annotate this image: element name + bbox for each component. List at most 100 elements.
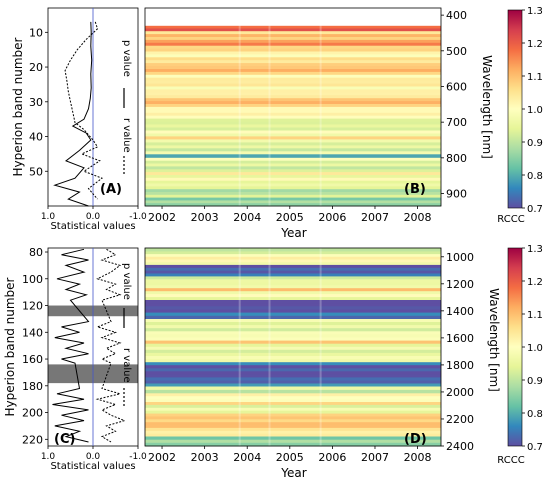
heatmap-row: [145, 422, 441, 426]
heatmap-row: [145, 383, 441, 387]
heatmap-row: [145, 92, 441, 96]
panel-a-x-label: Statistical values: [50, 221, 135, 232]
heatmap-row: [145, 180, 441, 185]
heatmap-row: [145, 169, 441, 173]
x-tick-label: 0.0: [86, 452, 101, 462]
heatmap-row: [145, 39, 441, 44]
panel-d-colorbar-ticks: 1.3 1.2 1.1 1.0 0.9 0.8 0.7: [522, 244, 543, 453]
heatmap-row: [145, 160, 441, 165]
heatmap-row: [145, 251, 441, 255]
heatmap-row: [145, 112, 441, 117]
heatmap-row: [145, 166, 441, 170]
heatmap-row: [145, 262, 441, 266]
heatmap-row: [145, 139, 441, 143]
y-tick-label: 220: [22, 433, 43, 446]
heatmap-row: [145, 163, 441, 167]
colorbar-tick-label: 0.8: [527, 171, 543, 182]
x-tick-label: 2004: [233, 211, 261, 224]
heatmap-seam: [319, 248, 322, 446]
heatmap-row: [145, 279, 441, 283]
x-tick-label: -1.0: [129, 452, 147, 462]
heatmap-row: [145, 203, 441, 207]
heatmap-row: [145, 430, 441, 435]
panel-d-y-ticks: 1000 1200 1400 1600 1800 2000 2200 2400: [441, 251, 474, 453]
heatmap-row: [145, 192, 441, 196]
panel-b-heatmap: [145, 8, 441, 207]
colorbar-tick-label: 0.7: [527, 442, 543, 453]
y-tick-label: 80: [29, 246, 43, 259]
heatmap-row: [145, 115, 441, 120]
heatmap-row: [145, 315, 441, 320]
heatmap-row: [145, 25, 441, 29]
colorbar-tick-label: 1.3: [527, 6, 543, 17]
heatmap-row: [145, 291, 441, 295]
heatmap-row: [145, 399, 441, 403]
heatmap-row: [145, 60, 441, 64]
heatmap-row: [145, 80, 441, 84]
y-tick-label: 10: [29, 26, 43, 39]
heatmap-row: [145, 402, 441, 406]
colorbar-tick-label: 1.2: [527, 39, 543, 50]
heatmap-seam: [238, 248, 241, 446]
panel-c-legend-r: r value: [121, 348, 132, 383]
heatmap-row: [145, 368, 441, 372]
heatmap-row: [145, 297, 441, 301]
heatmap-row: [145, 136, 441, 140]
heatmap-row: [145, 145, 441, 149]
heatmap-seam: [319, 8, 322, 206]
heatmap-row: [145, 197, 441, 201]
x-tick-label: 2006: [318, 211, 346, 224]
y-tick-label: 1200: [446, 278, 474, 291]
colorbar-tick-label: 1.0: [527, 343, 543, 354]
series-line-r-value: [64, 21, 104, 200]
heatmap-row: [145, 124, 441, 128]
heatmap-row: [145, 66, 441, 70]
heatmap-row: [145, 194, 441, 199]
series-line-p-value: [52, 248, 90, 443]
panel-d-x-ticks: 2002 2003 2004 2005 2006 2007 2008: [148, 446, 432, 464]
panel-a-y-label: Hyperion band number: [11, 37, 25, 176]
heatmap-row: [145, 303, 441, 307]
heatmap-seam: [268, 8, 271, 206]
panel-b-y-label: Wavelength [nm]: [480, 55, 494, 159]
heatmap-row: [145, 334, 441, 338]
heatmap-row: [145, 259, 441, 263]
y-tick-label: 30: [29, 96, 43, 109]
panel-c-x-label: Statistical values: [50, 461, 135, 472]
heatmap-row: [145, 101, 441, 105]
heatmap-row: [145, 340, 441, 345]
heatmap-row: [145, 362, 441, 366]
heatmap-row: [145, 86, 441, 90]
panel-d-y-label: Wavelength [nm]: [487, 288, 501, 392]
y-tick-label: 500: [446, 45, 467, 58]
heatmap-row: [145, 104, 441, 108]
panel-b-frame: [144, 7, 442, 207]
heatmap-row: [145, 436, 441, 441]
heatmap-row: [145, 337, 441, 342]
colorbar-tick-label: 0.9: [527, 138, 543, 149]
x-tick-label: 2002: [148, 211, 176, 224]
heatmap-row: [145, 37, 441, 41]
colorbar-tick-label: 1.0: [527, 105, 543, 116]
y-tick-label: 1400: [446, 305, 474, 318]
heatmap-row: [145, 377, 441, 381]
panel-b-y-ticks: 400 500 600 700 800 900: [441, 9, 467, 201]
heatmap-row: [145, 322, 441, 326]
heatmap-row: [145, 356, 441, 360]
heatmap-row: [145, 371, 441, 375]
heatmap-row: [145, 309, 441, 314]
y-tick-label: 700: [446, 116, 467, 129]
heatmap-row: [145, 425, 441, 429]
panel-b-colorbar-ticks: 1.3 1.2 1.1 1.0 0.9 0.8 0.7: [522, 6, 543, 215]
panel-a-legend-p: p value: [121, 40, 132, 77]
heatmap-row: [145, 172, 441, 176]
heatmap-row: [145, 285, 441, 289]
x-tick-label: 2005: [276, 211, 304, 224]
heatmap-row: [145, 189, 441, 193]
heatmap-row: [145, 248, 441, 252]
heatmap-row: [145, 57, 441, 61]
y-tick-label: 900: [446, 188, 467, 201]
heatmap-row: [145, 374, 441, 378]
